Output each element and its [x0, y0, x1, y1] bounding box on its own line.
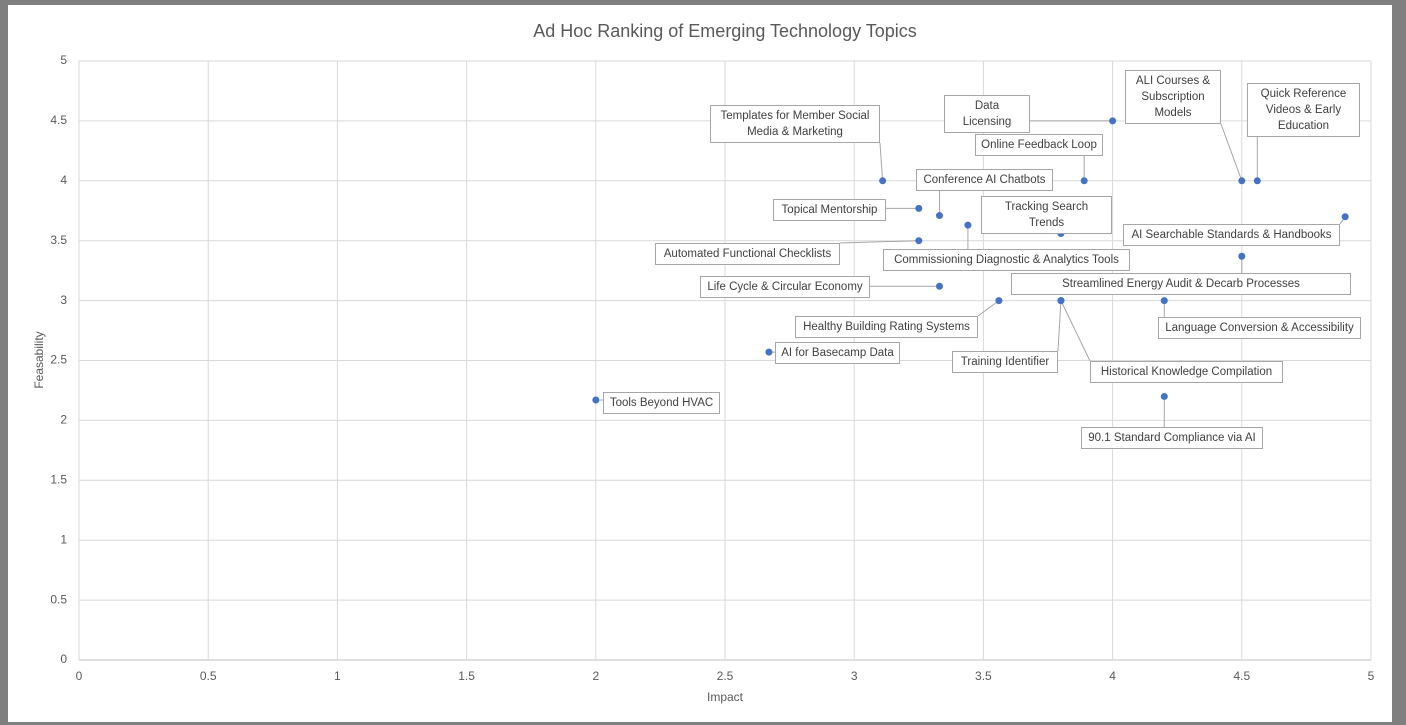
y-tick-label: 1.5: [50, 472, 67, 486]
leader-line: [1060, 300, 1091, 362]
data-label: Topical Mentorship: [773, 199, 886, 221]
x-tick-label: 3: [851, 669, 858, 683]
data-label: Quick Reference Videos & Early Education: [1247, 83, 1360, 137]
data-label: Templates for Member Social Media & Mark…: [710, 105, 880, 143]
data-label: Tracking Search Trends: [981, 196, 1112, 234]
point: [1109, 117, 1117, 125]
point: [765, 348, 773, 356]
x-tick-label: 2.5: [717, 669, 734, 683]
y-tick-label: 0: [60, 652, 67, 666]
leader-line: [1057, 300, 1062, 352]
x-tick-label: 0.5: [200, 669, 217, 683]
point: [1057, 297, 1065, 305]
point: [1253, 177, 1261, 185]
y-tick-label: 3: [60, 293, 67, 307]
point: [1238, 252, 1246, 260]
chart-area: Ad Hoc Ranking of Emerging Technology To…: [8, 5, 1392, 722]
data-label: Conference AI Chatbots: [916, 169, 1053, 191]
data-label: Language Conversion & Accessibility: [1158, 317, 1361, 339]
point: [1160, 297, 1168, 305]
y-tick-label: 4: [60, 173, 67, 187]
leader-line: [879, 142, 884, 181]
y-tick-label: 3.5: [50, 233, 67, 247]
x-tick-label: 5: [1368, 669, 1375, 683]
point: [592, 396, 600, 404]
data-label: Life Cycle & Circular Economy: [700, 276, 870, 298]
data-label: Historical Knowledge Compilation: [1090, 361, 1283, 383]
x-tick-label: 3.5: [975, 669, 992, 683]
point: [1341, 213, 1349, 221]
point: [935, 282, 943, 290]
point: [1080, 177, 1088, 185]
data-label: Healthy Building Rating Systems: [795, 316, 978, 338]
data-label: Commissioning Diagnostic & Analytics Too…: [883, 249, 1130, 271]
data-label: Training Identifier: [952, 351, 1058, 373]
data-label: Data Licensing: [944, 95, 1030, 133]
data-label: AI Searchable Standards & Handbooks: [1123, 224, 1340, 246]
chart-title: Ad Hoc Ranking of Emerging Technology To…: [533, 21, 917, 41]
y-axis-label: Feasability: [32, 331, 46, 388]
y-tick-label: 2.5: [50, 353, 67, 367]
point: [915, 204, 923, 212]
y-tick-label: 1: [60, 532, 67, 546]
point: [995, 297, 1003, 305]
data-label: Tools Beyond HVAC: [603, 392, 720, 414]
point: [879, 177, 887, 185]
x-tick-label: 2: [592, 669, 599, 683]
data-label: Automated Functional Checklists: [655, 243, 840, 265]
point: [964, 221, 972, 229]
point: [1238, 177, 1246, 185]
data-label: AI for Basecamp Data: [775, 342, 900, 364]
x-tick-label: 1: [334, 669, 341, 683]
data-label: ALI Courses & Subscription Models: [1125, 70, 1221, 124]
y-tick-label: 0.5: [50, 592, 67, 606]
data-label: 90.1 Standard Compliance via AI: [1081, 427, 1263, 449]
x-tick-label: 4.5: [1233, 669, 1250, 683]
point: [935, 212, 943, 220]
x-axis-label: Impact: [707, 690, 744, 704]
y-tick-label: 2: [60, 413, 67, 427]
data-label: Streamlined Energy Audit & Decarb Proces…: [1011, 273, 1351, 295]
leader-line: [977, 300, 1000, 317]
point: [1160, 392, 1168, 400]
leader-line: [1220, 123, 1243, 181]
x-tick-label: 4: [1109, 669, 1116, 683]
point: [915, 237, 923, 245]
y-tick-label: 4.5: [50, 113, 67, 127]
x-tick-label: 0: [76, 669, 83, 683]
leader-line: [839, 240, 919, 244]
x-tick-label: 1.5: [458, 669, 475, 683]
y-tick-label: 5: [60, 53, 67, 67]
data-label: Online Feedback Loop: [975, 134, 1103, 156]
